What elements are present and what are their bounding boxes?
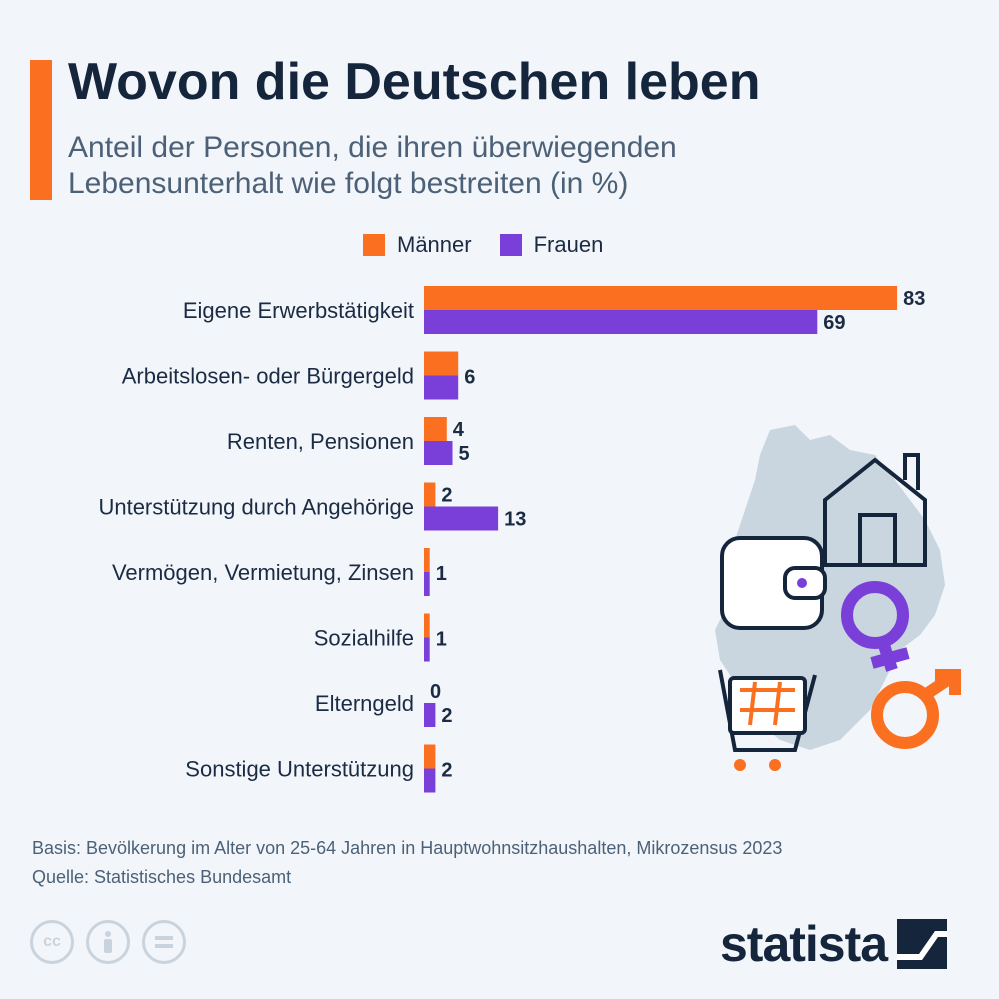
chart-subtitle: Anteil der Personen, die ihren überwiege… xyxy=(68,131,677,200)
category-label: Arbeitslosen- oder Bürgergeld xyxy=(122,364,414,389)
legend-label-women: Frauen xyxy=(533,232,604,257)
by-icon[interactable] xyxy=(86,920,130,964)
statista-logo-icon xyxy=(897,919,948,969)
category-label: Sozialhilfe xyxy=(314,626,414,651)
footer-source: Quelle: Statistisches Bundesamt xyxy=(32,867,292,887)
legend-item-men: Männer xyxy=(363,232,472,258)
statista-logo[interactable]: statista xyxy=(720,915,948,973)
bar-men xyxy=(424,548,430,572)
female-symbol-icon xyxy=(841,581,910,672)
footer: Basis: Bevölkerung im Alter von 25-64 Ja… xyxy=(32,834,782,892)
bar-women xyxy=(424,572,430,596)
category-label: Sonstige Unterstützung xyxy=(185,757,414,782)
license-icons: cc xyxy=(30,920,186,964)
category-label: Unterstützung durch Angehörige xyxy=(98,495,414,520)
brand-name: statista xyxy=(720,916,888,972)
value-label: 2 xyxy=(441,485,452,507)
bar-men xyxy=(424,482,436,507)
value-label: 4 xyxy=(453,419,465,441)
male-symbol-icon xyxy=(871,669,961,749)
bar-women xyxy=(424,768,436,793)
category-label: Eigene Erwerbstätigkeit xyxy=(183,298,414,323)
bar-men xyxy=(424,286,898,310)
category-label: Renten, Pensionen xyxy=(227,429,414,454)
shopping-cart-icon xyxy=(718,669,817,771)
germany-illustration xyxy=(715,425,961,771)
legend: Männer Frauen xyxy=(363,232,631,258)
nd-icon[interactable] xyxy=(142,920,186,964)
value-label: 5 xyxy=(459,443,470,465)
title-accent-bar xyxy=(30,60,52,200)
legend-swatch-women xyxy=(499,234,522,256)
value-label: 13 xyxy=(504,509,526,531)
chart-title: Wovon die Deutschen leben xyxy=(68,53,761,111)
value-label: 6 xyxy=(464,367,475,389)
cc-icon[interactable]: cc xyxy=(30,920,74,964)
bar-women xyxy=(424,637,430,662)
legend-label-men: Männer xyxy=(397,232,472,257)
value-label: 2 xyxy=(441,705,452,727)
bar-women xyxy=(424,375,459,400)
bar-women xyxy=(424,441,453,465)
wallet-icon xyxy=(720,536,827,630)
category-label: Elterngeld xyxy=(315,691,414,716)
value-label: 2 xyxy=(441,760,452,782)
bar-women xyxy=(424,506,499,531)
footer-basis: Basis: Bevölkerung im Alter von 25-64 Ja… xyxy=(32,838,783,858)
bar-chart: Eigene Erwerbstätigkeit 83 69 Arbeitslosen-… xyxy=(98,286,925,793)
bar-women xyxy=(424,703,436,727)
bar-men xyxy=(424,417,447,441)
category-label: Vermögen, Vermietung, Zinsen xyxy=(112,560,414,585)
value-label: 1 xyxy=(436,563,447,585)
value-label: 83 xyxy=(903,288,925,310)
value-label: 0 xyxy=(430,681,441,703)
value-label: 69 xyxy=(823,312,845,334)
value-label: 1 xyxy=(436,629,447,651)
bar-men xyxy=(424,351,459,376)
bar-men xyxy=(424,744,436,769)
legend-swatch-men xyxy=(363,234,385,256)
house-icon xyxy=(823,453,927,567)
bar-men xyxy=(424,613,430,638)
legend-item-women: Frauen xyxy=(499,232,604,258)
bar-women xyxy=(424,310,818,334)
